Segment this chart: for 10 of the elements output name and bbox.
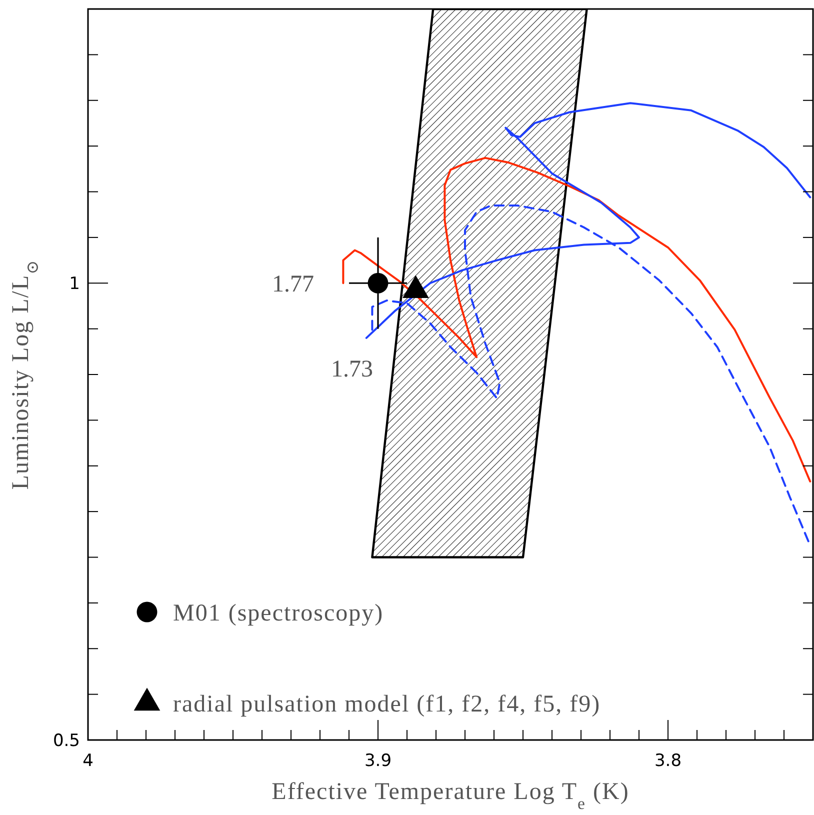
x-axis-title: Effective Temperature Log T$_{e}$ (K)	[272, 779, 630, 812]
x-tick-label: 3.9	[364, 751, 392, 771]
legend-label: radial pulsation model (f1, f2, f4, f5, f9)	[173, 691, 601, 718]
y-tick-label: 1	[69, 274, 80, 294]
legend-label: M01 (spectroscopy)	[173, 600, 384, 626]
x-tick-label: 3.8	[654, 751, 682, 771]
annotation: 1.73	[331, 356, 373, 382]
y-tick-label: 0.5	[52, 730, 80, 751]
x-tick-label: 4	[82, 751, 94, 771]
annotation: 1.77	[272, 271, 314, 298]
